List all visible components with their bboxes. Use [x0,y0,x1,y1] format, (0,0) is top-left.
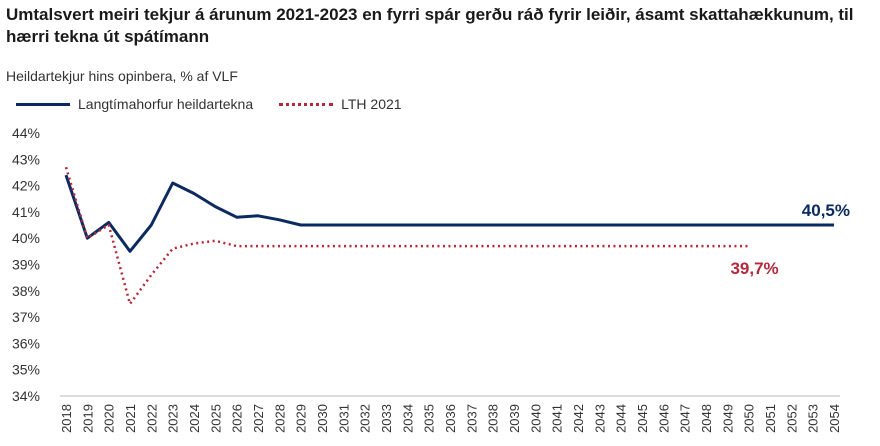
x-tick-label: 2024 [187,404,202,433]
legend-item-series-1: Langtímahorfur heildartekna [16,96,253,112]
x-tick-label: 2034 [400,404,415,433]
x-tick-label: 2054 [827,404,842,433]
x-tick-label: 2036 [443,404,458,433]
legend-swatch-dotted-line [279,102,334,106]
x-tick-label: 2050 [742,404,757,433]
series-line-1 [64,174,834,253]
x-tick-label: 2045 [635,404,650,433]
x-tick-label: 2038 [486,404,501,433]
x-tick-label: 2040 [528,404,543,433]
y-tick-label: 44% [12,125,40,141]
x-tick-label: 2031 [336,404,351,433]
y-tick-label: 35% [12,362,40,378]
y-tick-label: 37% [12,309,40,325]
legend-item-series-2: LTH 2021 [279,96,402,112]
x-tick-label: 2039 [507,404,522,433]
series-line-2 [64,166,749,306]
x-tick-label: 2047 [678,404,693,433]
legend-label-series-2: LTH 2021 [341,96,402,112]
y-tick-label: 39% [12,257,40,273]
x-tick-label: 2020 [102,404,117,433]
legend-swatch-solid-line [16,102,70,106]
x-tick-label: 2028 [272,404,287,433]
x-tick-label: 2041 [550,404,565,433]
x-tick-label: 2042 [571,404,586,433]
y-axis-title: Heildartekjur hins opinbera, % af VLF [6,68,238,84]
y-tick-label: 40% [12,230,40,246]
x-tick-label: 2022 [144,404,159,433]
x-tick-label: 2018 [59,404,74,433]
x-tick-label: 2052 [784,404,799,433]
x-tick-label: 2030 [315,404,330,433]
x-tick-label: 2046 [656,404,671,433]
x-tick-label: 2053 [806,404,821,433]
legend: Langtímahorfur heildartekna LTH 2021 [16,96,428,112]
x-tick-label: 2035 [422,404,437,433]
x-tick-label: 2049 [720,404,735,433]
x-tick-label: 2019 [80,404,95,433]
y-tick-label: 34% [12,388,40,404]
y-tick-label: 42% [12,178,40,194]
y-tick-label: 43% [12,151,40,167]
legend-label-series-1: Langtímahorfur heildartekna [78,96,254,112]
x-tick-label: 2023 [166,404,181,433]
x-tick-label: 2025 [208,404,223,433]
x-tick-label: 2051 [763,404,778,433]
data-label-series-2-end: 39,7% [730,259,778,278]
x-tick-label: 2027 [251,404,266,433]
x-tick-label: 2026 [230,404,245,433]
data-label-series-1-end: 40,5% [802,201,850,220]
x-tick-label: 2043 [592,404,607,433]
x-tick-label: 2037 [464,404,479,433]
y-tick-label: 41% [12,204,40,220]
x-tick-label: 2029 [294,404,309,433]
x-tick-label: 2032 [358,404,373,433]
x-tick-label: 2048 [699,404,714,433]
x-tick-label: 2033 [379,404,394,433]
y-tick-label: 36% [12,335,40,351]
x-tick-label: 2021 [123,404,138,433]
y-tick-label: 38% [12,283,40,299]
chart-title: Umtalsvert meiri tekjur á árunum 2021-20… [6,5,854,46]
x-tick-label: 2044 [614,404,629,433]
